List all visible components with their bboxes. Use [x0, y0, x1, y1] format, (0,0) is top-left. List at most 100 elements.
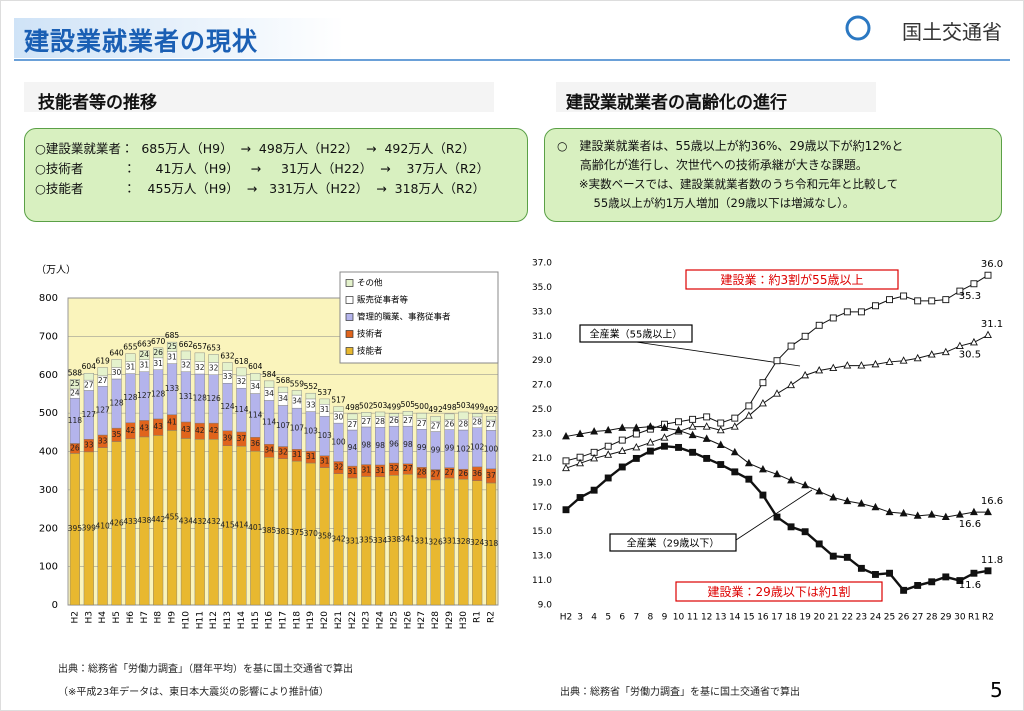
marker [703, 454, 711, 462]
legend-label: 技能者 [357, 346, 383, 357]
segment-label: 41 [167, 418, 177, 427]
total-label: 604 [248, 362, 263, 371]
legend-label: 販売従事者等 [357, 295, 409, 306]
marker [899, 356, 908, 364]
segment-label: 103 [304, 426, 319, 435]
bar-segment [125, 353, 136, 362]
segment-label: 338 [387, 535, 402, 544]
segment-label: 35 [112, 430, 122, 439]
marker [745, 475, 753, 483]
total-label: 499 [387, 403, 402, 412]
marker [942, 573, 950, 581]
y-tick-label: 23.0 [532, 430, 552, 440]
segment-label: 98 [361, 441, 371, 450]
x-tick-label: 15 [743, 613, 754, 623]
value-label: 35.3 [959, 291, 981, 302]
x-tick-label: 26 [898, 613, 910, 623]
bar-segment [236, 367, 247, 377]
x-tick-label: H2 [560, 613, 573, 623]
marker [660, 423, 669, 431]
section-band [556, 82, 876, 112]
x-tick-label: H23 [362, 611, 372, 629]
x-tick-label: H28 [431, 611, 441, 629]
value-label: 31.1 [981, 319, 1003, 330]
y-tick-label: 25.0 [532, 405, 552, 415]
callout-box [675, 581, 883, 602]
x-tick-label: H22 [348, 611, 358, 629]
summary-line: ※実数ベースでは、建設業就業者数のうち令和元年と比較して [557, 177, 899, 191]
segment-label: 331 [415, 536, 430, 545]
x-tick-label: H8 [154, 611, 164, 624]
value-label: 16.6 [959, 519, 981, 530]
x-tick-label: H13 [223, 611, 233, 629]
segment-label: 331 [345, 536, 360, 545]
value-label: 11.8 [981, 555, 1003, 566]
segment-label: 99 [417, 443, 427, 452]
segment-label: 25 [70, 379, 80, 388]
bar-segment [250, 373, 261, 381]
legend-swatch [345, 330, 354, 338]
segment-label: 127 [82, 410, 97, 419]
marker [604, 442, 612, 450]
x-tick-label: 4 [591, 613, 597, 623]
bar-segment [402, 411, 413, 417]
callout-text: 建設業：29歳以下は約1割 [708, 584, 851, 599]
segment-label: 455 [165, 513, 180, 522]
segment-label: 36 [250, 439, 260, 448]
segment-label: 31 [306, 452, 316, 461]
marker [759, 379, 767, 387]
segment-label: 27 [417, 419, 427, 428]
marker [969, 507, 978, 516]
x-tick-label: 24 [870, 613, 882, 623]
segment-label: 128 [123, 393, 138, 402]
segment-label: 27 [403, 416, 413, 425]
bar-segment [180, 350, 191, 360]
segment-label: 24 [140, 350, 150, 359]
x-tick-label: 13 [715, 613, 726, 623]
marker [913, 353, 922, 362]
marker [885, 357, 894, 365]
section-title: 建設業就業者の高齢化の進行 [566, 93, 787, 113]
marker [815, 366, 824, 374]
segment-label: 324 [470, 538, 485, 547]
x-tick-label: 14 [729, 613, 741, 623]
logo-text: 国土交通省 [902, 20, 1002, 44]
bar-segment [277, 386, 289, 393]
segment-label: 114 [262, 417, 277, 426]
marker [562, 506, 570, 514]
segment-label: 124 [220, 402, 235, 411]
segment-label: 426 [109, 518, 124, 527]
marker [801, 480, 810, 489]
marker [787, 523, 795, 531]
segment-label: 434 [179, 517, 194, 526]
marker [632, 442, 641, 451]
segment-label: 103 [317, 431, 332, 440]
segment-label: 42 [126, 426, 136, 435]
marker [872, 571, 879, 578]
segment-label: 133 [165, 384, 180, 393]
source-note: （※平成23年データは、東日本大震災の影響により推計値） [58, 687, 329, 698]
segment-label: 24 [70, 389, 80, 398]
marker [759, 491, 767, 499]
x-tick-label: H30 [459, 611, 469, 629]
segment-label: 32 [181, 361, 191, 370]
segment-label: 25 [167, 342, 177, 351]
total-label: 670 [151, 337, 166, 346]
legend-swatch [345, 313, 354, 321]
segment-label: 433 [123, 517, 138, 526]
total-label: 618 [234, 357, 249, 366]
segment-label: 127 [137, 391, 152, 400]
marker [886, 569, 893, 577]
total-label: 492 [428, 405, 443, 414]
summary-box: ○ 建設業就業者は、55歳以上が約36%、29歳以下が約12%と 高齢化が進行し… [544, 128, 1002, 222]
x-tick-label: 30 [954, 613, 966, 623]
total-label: 568 [276, 376, 291, 385]
x-tick-label: H7 [140, 611, 150, 624]
x-tick-label: H11 [195, 611, 205, 629]
segment-label: 34 [264, 446, 274, 455]
total-label: 685 [165, 331, 180, 340]
segment-label: 31 [348, 467, 358, 476]
marker [773, 513, 781, 521]
callout-text: 全産業（55歳以上） [590, 328, 683, 341]
segment-label: 438 [137, 516, 152, 525]
